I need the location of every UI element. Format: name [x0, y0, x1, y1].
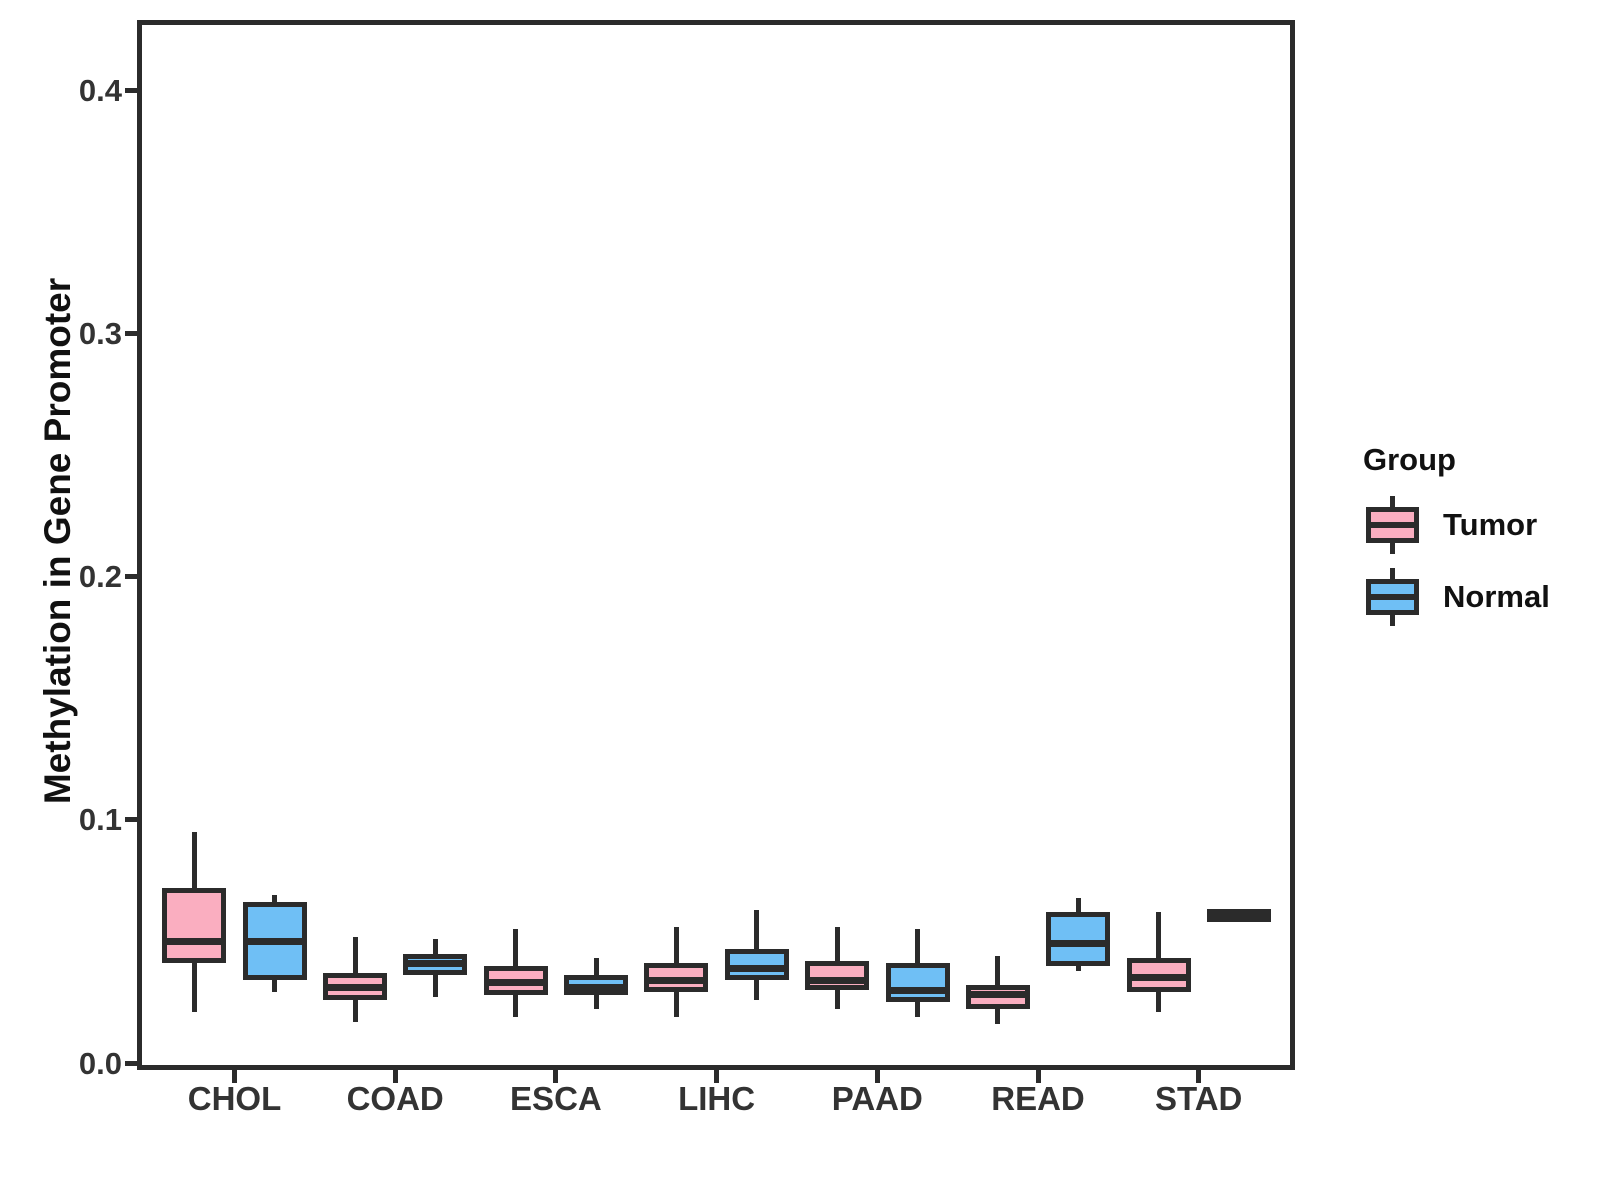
x-tick-mark — [1035, 1070, 1041, 1083]
legend-item-tumor: Tumor — [1363, 496, 1550, 554]
median-normal-stad — [1206, 908, 1271, 916]
legend-item-normal: Normal — [1363, 568, 1550, 626]
normal-boxplot-key-icon — [1366, 568, 1419, 626]
y-tick-label: 0.1 — [78, 802, 122, 838]
legend-label-normal: Normal — [1443, 579, 1550, 614]
median-tumor-read — [965, 991, 1030, 999]
legend-title: Group — [1363, 442, 1456, 477]
box-normal-read — [1046, 912, 1111, 966]
median-normal-chol — [242, 937, 307, 945]
box-normal-lihc — [724, 948, 789, 981]
median-tumor-paad — [805, 976, 870, 984]
box-normal-paad — [885, 963, 950, 1003]
x-tick-label-esca: ESCA — [510, 1080, 602, 1117]
x-tick-label-chol: CHOL — [187, 1080, 282, 1117]
median-tumor-chol — [162, 937, 227, 945]
y-tick-label: 0.3 — [78, 315, 122, 351]
x-tick-label-read: READ — [991, 1080, 1085, 1117]
median-tumor-stad — [1126, 974, 1191, 982]
median-normal-lihc — [724, 964, 789, 972]
median-normal-esca — [564, 984, 629, 992]
y-tick-label: 0.0 — [78, 1045, 122, 1081]
y-tick-mark — [125, 574, 139, 579]
y-tick-mark — [125, 817, 139, 823]
x-tick-label-paad: PAAD — [831, 1080, 923, 1117]
y-tick-label: 0.4 — [78, 72, 122, 108]
x-tick-label-lihc: LIHC — [678, 1080, 756, 1117]
x-tick-mark — [553, 1070, 559, 1083]
x-tick-mark — [392, 1070, 398, 1083]
median-tumor-coad — [323, 984, 387, 992]
median-tumor-lihc — [644, 976, 709, 984]
x-tick-label-coad: COAD — [346, 1080, 444, 1117]
x-tick-mark — [874, 1070, 880, 1083]
x-tick-mark — [1196, 1070, 1202, 1083]
box-tumor-chol — [162, 887, 227, 964]
median-normal-coad — [403, 959, 468, 967]
y-tick-mark — [125, 87, 139, 93]
x-tick-mark — [714, 1070, 720, 1083]
tumor-boxplot-key-icon — [1366, 496, 1419, 554]
plot-panel — [137, 20, 1295, 1070]
box-tumor-paad — [805, 960, 870, 991]
legend-label-tumor: Tumor — [1443, 507, 1538, 542]
median-normal-paad — [885, 986, 950, 994]
legend: Group Tumor Normal — [1363, 442, 1550, 640]
x-tick-label-stad: STAD — [1154, 1080, 1243, 1117]
median-tumor-esca — [483, 979, 548, 987]
y-tick-mark — [125, 330, 139, 336]
y-tick-mark — [125, 1060, 139, 1066]
y-tick-label: 0.2 — [78, 559, 122, 594]
median-normal-read — [1046, 940, 1111, 948]
x-tick-mark — [232, 1070, 237, 1083]
